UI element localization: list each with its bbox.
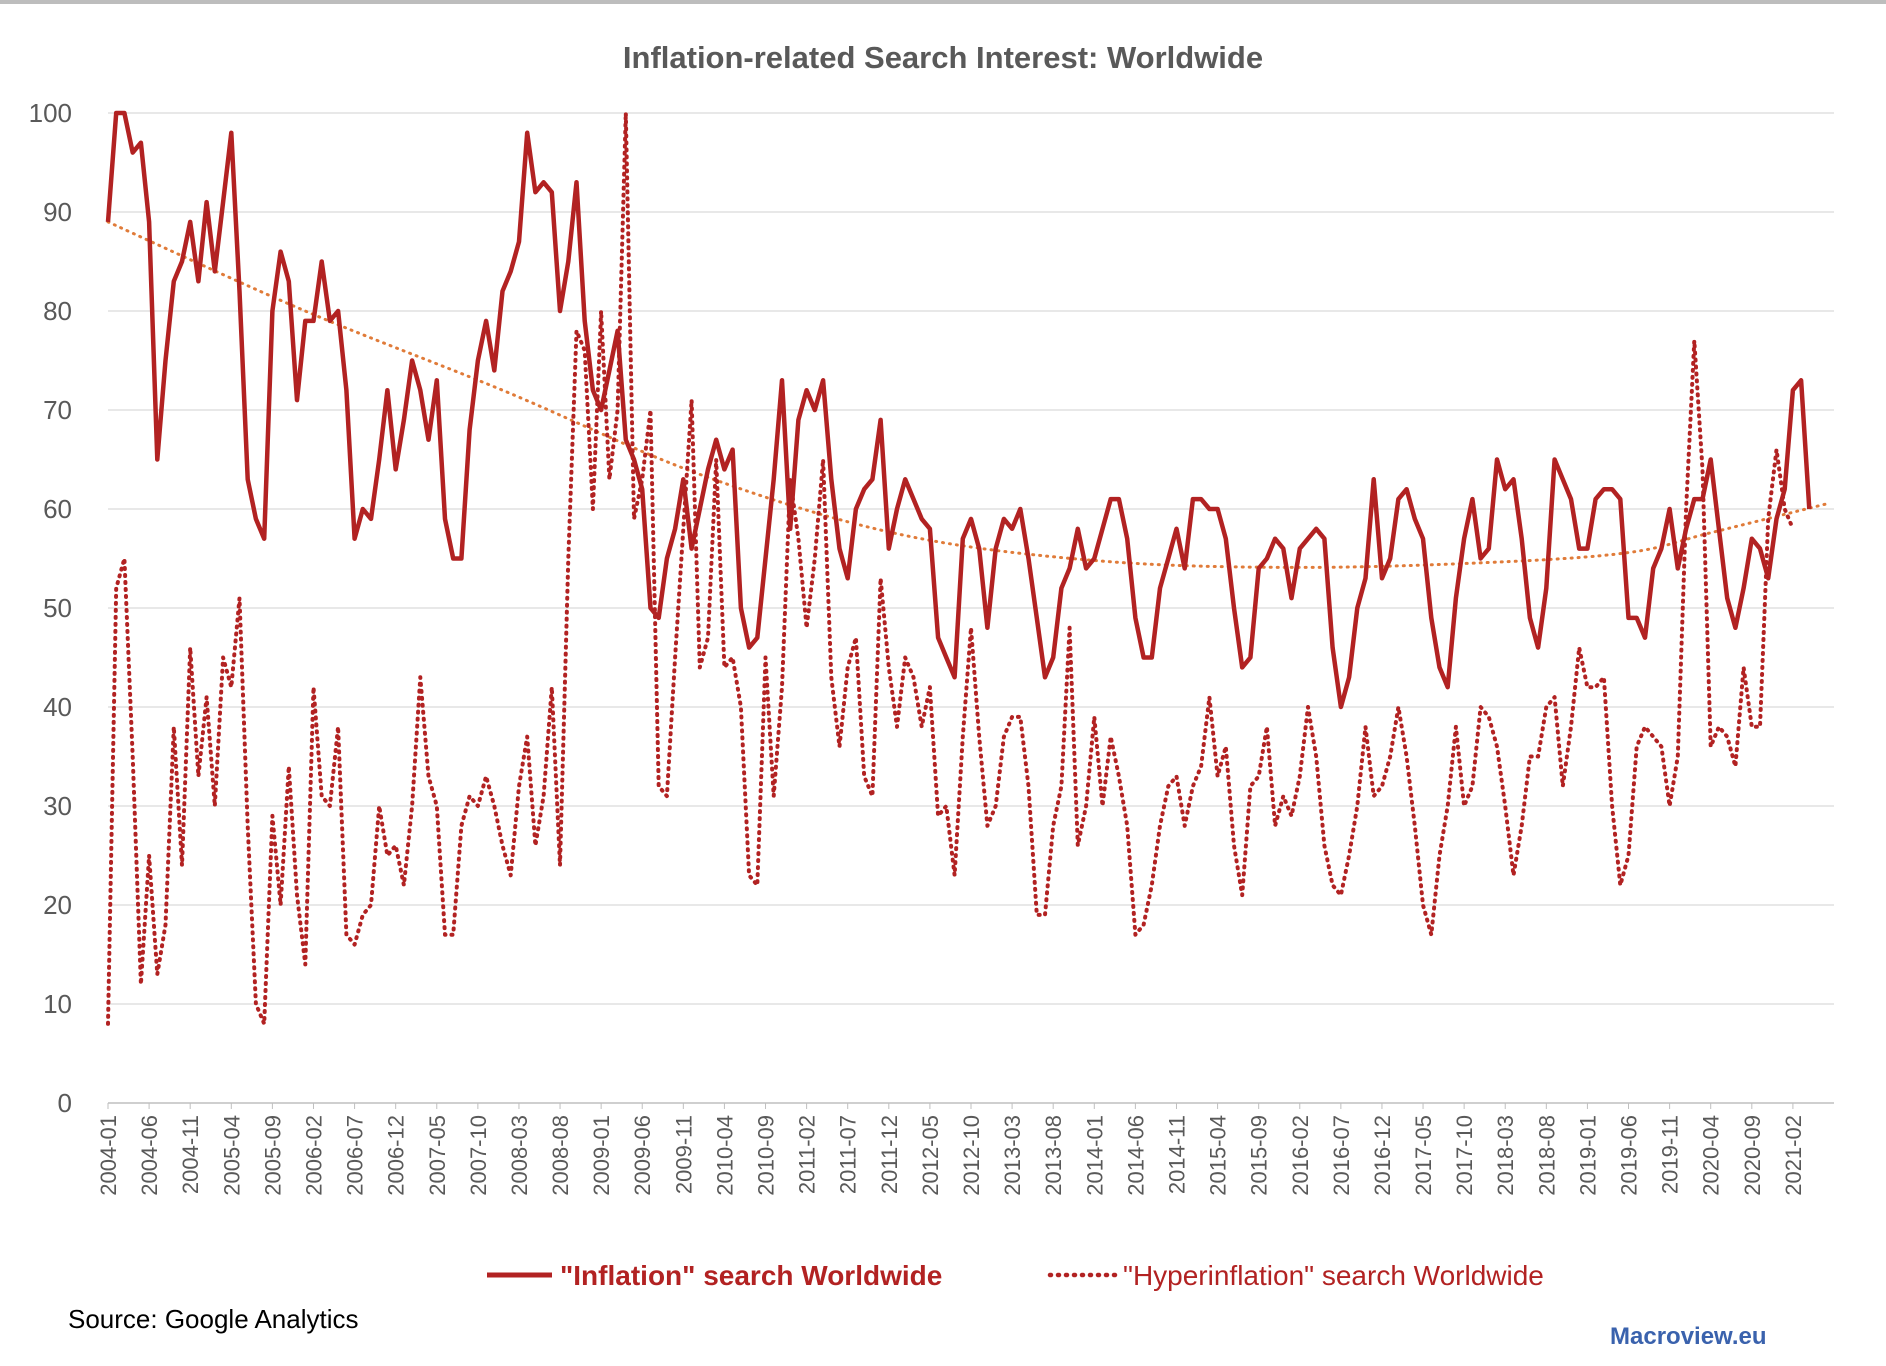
x-tick-label: 2017-10 — [1452, 1115, 1477, 1196]
y-tick-label: 100 — [29, 98, 72, 128]
x-tick-label: 2015-04 — [1206, 1115, 1231, 1196]
y-tick-label: 20 — [43, 890, 72, 920]
y-tick-label: 40 — [43, 692, 72, 722]
x-tick-label: 2007-10 — [466, 1115, 491, 1196]
x-tick-label: 2006-12 — [384, 1115, 409, 1196]
y-tick-label: 0 — [58, 1088, 72, 1118]
brand-label: Macroview.eu — [1610, 1323, 1767, 1350]
x-tick-label: 2014-06 — [1123, 1115, 1148, 1196]
x-tick-label: 2019-11 — [1658, 1115, 1683, 1194]
x-tick-label: 2019-01 — [1575, 1115, 1600, 1196]
x-tick-label: 2006-02 — [301, 1115, 326, 1196]
x-tick-label: 2009-11 — [671, 1115, 696, 1194]
x-tick-label: 2010-04 — [712, 1115, 737, 1196]
series-line-inflation — [105, 110, 1812, 710]
x-tick-label: 2006-07 — [343, 1115, 368, 1196]
x-tick-label: 2004-01 — [96, 1115, 121, 1196]
legend-label-inflation: "Inflation" search Worldwide — [560, 1260, 942, 1291]
x-tick-label: 2018-03 — [1493, 1115, 1518, 1196]
x-tick-label: 2008-03 — [507, 1115, 532, 1196]
x-tick-label: 2021-02 — [1781, 1115, 1806, 1196]
x-tick-label: 2020-09 — [1740, 1115, 1765, 1196]
x-tick-label: 2009-01 — [589, 1115, 614, 1196]
x-tick-label: 2015-09 — [1247, 1115, 1272, 1196]
x-tick-label: 2014-11 — [1164, 1115, 1189, 1194]
series-line-hyperinflation — [106, 111, 1795, 1026]
y-tick-label: 60 — [43, 494, 72, 524]
x-tick-label: 2019-06 — [1617, 1115, 1642, 1196]
x-tick-label: 2016-12 — [1370, 1115, 1395, 1196]
x-tick-label: 2013-08 — [1041, 1115, 1066, 1196]
x-tick-label: 2005-04 — [219, 1115, 244, 1196]
x-tick-label: 2007-05 — [425, 1115, 450, 1196]
x-tick-label: 2011-02 — [795, 1115, 820, 1194]
y-tick-label: 80 — [43, 296, 72, 326]
x-tick-label: 2016-02 — [1288, 1115, 1313, 1196]
source-note: Source: Google Analytics — [68, 1304, 359, 1334]
x-tick-label: 2011-12 — [877, 1115, 902, 1194]
x-tick-label: 2013-03 — [1000, 1115, 1025, 1196]
trendline — [106, 220, 1828, 569]
x-tick-label: 2017-05 — [1411, 1115, 1436, 1196]
x-tick-label: 2016-07 — [1329, 1115, 1354, 1196]
top-border — [0, 0, 1886, 4]
x-tick-label: 2004-11 — [178, 1115, 203, 1194]
x-tick-label: 2009-06 — [630, 1115, 655, 1196]
x-tick-label: 2008-08 — [548, 1115, 573, 1196]
y-tick-label: 50 — [43, 593, 72, 623]
y-tick-label: 10 — [43, 989, 72, 1019]
x-tick-label: 2014-01 — [1082, 1115, 1107, 1196]
y-tick-label: 70 — [43, 395, 72, 425]
x-tick-label: 2010-09 — [754, 1115, 779, 1196]
x-tick-label: 2012-10 — [959, 1115, 984, 1196]
x-tick-label: 2012-05 — [918, 1115, 943, 1196]
x-tick-label: 2005-09 — [260, 1115, 285, 1196]
x-tick-label: 2004-06 — [137, 1115, 162, 1196]
x-tick-label: 2020-04 — [1699, 1115, 1724, 1196]
y-tick-label: 30 — [43, 791, 72, 821]
legend-label-hyperinflation: "Hyperinflation" search Worldwide — [1123, 1260, 1544, 1291]
y-tick-label: 90 — [43, 197, 72, 227]
chart-title: Inflation-related Search Interest: World… — [623, 40, 1263, 75]
x-tick-label: 2018-08 — [1534, 1115, 1559, 1196]
x-tick-label: 2011-07 — [836, 1115, 861, 1194]
